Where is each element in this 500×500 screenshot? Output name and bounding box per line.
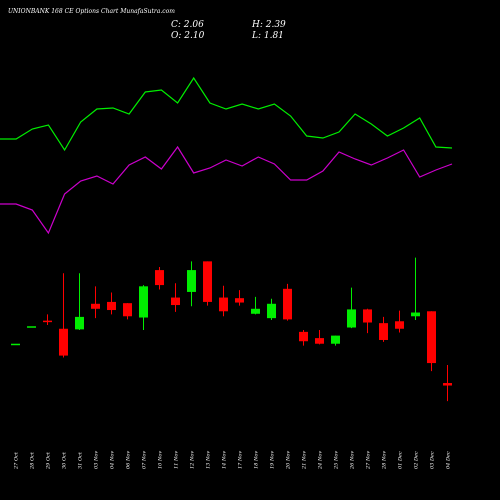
candle: [347, 287, 356, 329]
candle: [427, 311, 436, 372]
x-tick-label: 27 Oct: [14, 451, 20, 470]
candle: [395, 310, 404, 333]
x-tick-label: 19 Nov: [270, 451, 276, 469]
candle-body: [395, 321, 404, 329]
x-tick-label: 06 Nov: [126, 451, 132, 469]
candle: [267, 298, 276, 321]
x-tick-label: 31 Oct: [78, 451, 84, 469]
indicator-line-2: [0, 145, 453, 235]
candle: [443, 364, 452, 402]
candle-body: [91, 303, 100, 309]
x-axis-labels: 27 Oct 28 Oct 29 Oct 30 Oct 31 Oct 03 Nov 04 N…: [14, 451, 452, 470]
candle: [203, 261, 212, 306]
candle: [411, 257, 420, 321]
candle-body: [27, 326, 36, 328]
candle-body: [235, 298, 244, 303]
candle: [363, 308, 372, 334]
candle-body: [331, 335, 340, 344]
candle: [379, 316, 388, 342]
x-tick-label: 02 Dec: [414, 451, 420, 469]
candle-body: [443, 383, 452, 386]
candle: [139, 285, 148, 330]
x-tick-label: 14 Nov: [222, 451, 228, 469]
x-tick-label: 26 Nov: [350, 451, 356, 470]
candle-body: [139, 286, 148, 318]
candle-body: [107, 301, 116, 311]
x-tick-label: 18 Nov: [254, 451, 260, 469]
x-tick-label: 28 Oct: [30, 451, 36, 470]
x-tick-label: 30 Oct: [62, 451, 68, 469]
x-tick-label: 27 Nov: [366, 451, 372, 470]
x-tick-label: 24 Nov: [318, 451, 324, 470]
x-tick-label: 04 Dec: [446, 451, 452, 469]
candle-body: [43, 320, 52, 323]
candle: [171, 283, 180, 312]
candle: [75, 273, 84, 330]
candle: [43, 314, 52, 326]
candle: [59, 273, 68, 358]
candle-body: [59, 328, 68, 356]
candle-body: [251, 308, 260, 314]
x-tick-label: 01 Dec: [398, 451, 404, 469]
candle: [155, 266, 164, 290]
candle-body: [187, 270, 196, 292]
candle-body: [11, 343, 20, 346]
x-tick-label: 28 Nov: [382, 451, 388, 470]
x-tick-label: 10 Nov: [158, 451, 164, 469]
candle: [107, 292, 116, 315]
candle: [331, 335, 340, 346]
candle-body: [427, 311, 436, 364]
x-tick-label: 20 Nov: [286, 451, 292, 470]
x-tick-label: 21 Nov: [302, 451, 308, 470]
candle-body: [75, 316, 84, 330]
candle-body: [219, 297, 228, 312]
candle-body: [379, 323, 388, 340]
close-value: C: 2.06: [171, 20, 204, 30]
candles: [11, 257, 452, 402]
candle-body: [267, 303, 276, 319]
x-tick-label: 12 Nov: [190, 451, 196, 469]
candle: [283, 283, 292, 321]
candle-body: [347, 309, 356, 328]
candle: [187, 261, 196, 307]
chart-title: UNIONBANK 168 CE Options Chart MunafaSut…: [8, 8, 175, 15]
x-tick-label: 29 Oct: [46, 451, 52, 470]
candle: [11, 343, 20, 346]
candle-body: [411, 312, 420, 317]
candle: [315, 330, 324, 345]
candle-body: [203, 261, 212, 302]
candle-body: [299, 331, 308, 342]
x-tick-label: 25 Nov: [334, 451, 340, 470]
candle: [27, 326, 36, 328]
x-tick-label: 04 Nov: [110, 451, 116, 469]
candle-body: [123, 303, 132, 317]
x-tick-label: 13 Nov: [206, 451, 212, 469]
candle-body: [283, 288, 292, 320]
candle: [91, 286, 100, 319]
indicator-line-1: [0, 76, 453, 152]
candle-body: [155, 270, 164, 286]
x-tick-label: 17 Nov: [238, 451, 244, 469]
open-value: O: 2.10: [171, 31, 205, 41]
candle: [251, 296, 260, 315]
candle-body: [171, 297, 180, 306]
candle-body: [315, 338, 324, 344]
x-tick-label: 03 Nov: [94, 451, 100, 469]
x-tick-label: 07 Nov: [142, 451, 148, 469]
low-value: L: 1.81: [251, 31, 284, 41]
candle-body: [363, 309, 372, 323]
x-tick-label: 03 Dec: [430, 451, 436, 469]
x-tick-label: 11 Nov: [174, 451, 180, 469]
candle: [235, 290, 244, 306]
candle: [299, 330, 308, 346]
indicator-lines: [0, 76, 453, 235]
candle: [123, 303, 132, 320]
candle: [219, 285, 228, 317]
high-value: H: 2.39: [251, 20, 286, 30]
